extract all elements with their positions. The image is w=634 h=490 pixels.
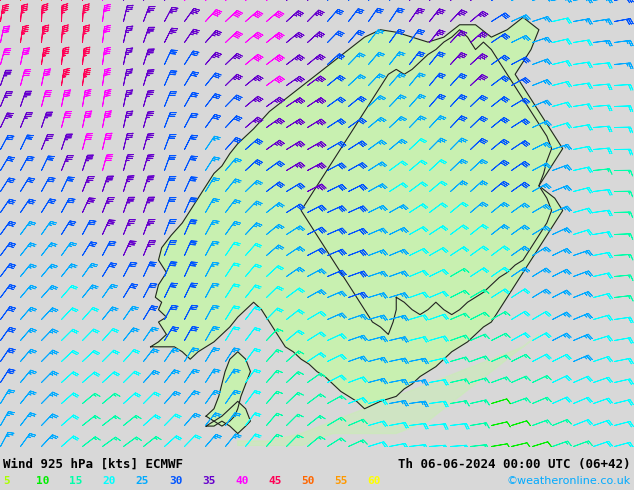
Text: Th 06-06-2024 00:00 UTC (06+42): Th 06-06-2024 00:00 UTC (06+42) <box>398 458 631 471</box>
Text: 40: 40 <box>235 476 249 486</box>
Text: 45: 45 <box>268 476 281 486</box>
Polygon shape <box>206 401 250 434</box>
Text: 20: 20 <box>103 476 116 486</box>
Text: 55: 55 <box>335 476 348 486</box>
Polygon shape <box>206 352 250 426</box>
Text: 10: 10 <box>36 476 50 486</box>
Text: 25: 25 <box>136 476 149 486</box>
Text: 50: 50 <box>301 476 315 486</box>
Text: 30: 30 <box>169 476 183 486</box>
Text: ©weatheronline.co.uk: ©weatheronline.co.uk <box>507 476 631 486</box>
Polygon shape <box>301 30 552 335</box>
Text: Wind 925 hPa [kts] ECMWF: Wind 925 hPa [kts] ECMWF <box>3 458 183 471</box>
Polygon shape <box>238 335 539 446</box>
Text: 60: 60 <box>368 476 381 486</box>
Polygon shape <box>150 17 563 409</box>
Text: 5: 5 <box>3 476 10 486</box>
Text: 15: 15 <box>70 476 83 486</box>
Text: 35: 35 <box>202 476 216 486</box>
